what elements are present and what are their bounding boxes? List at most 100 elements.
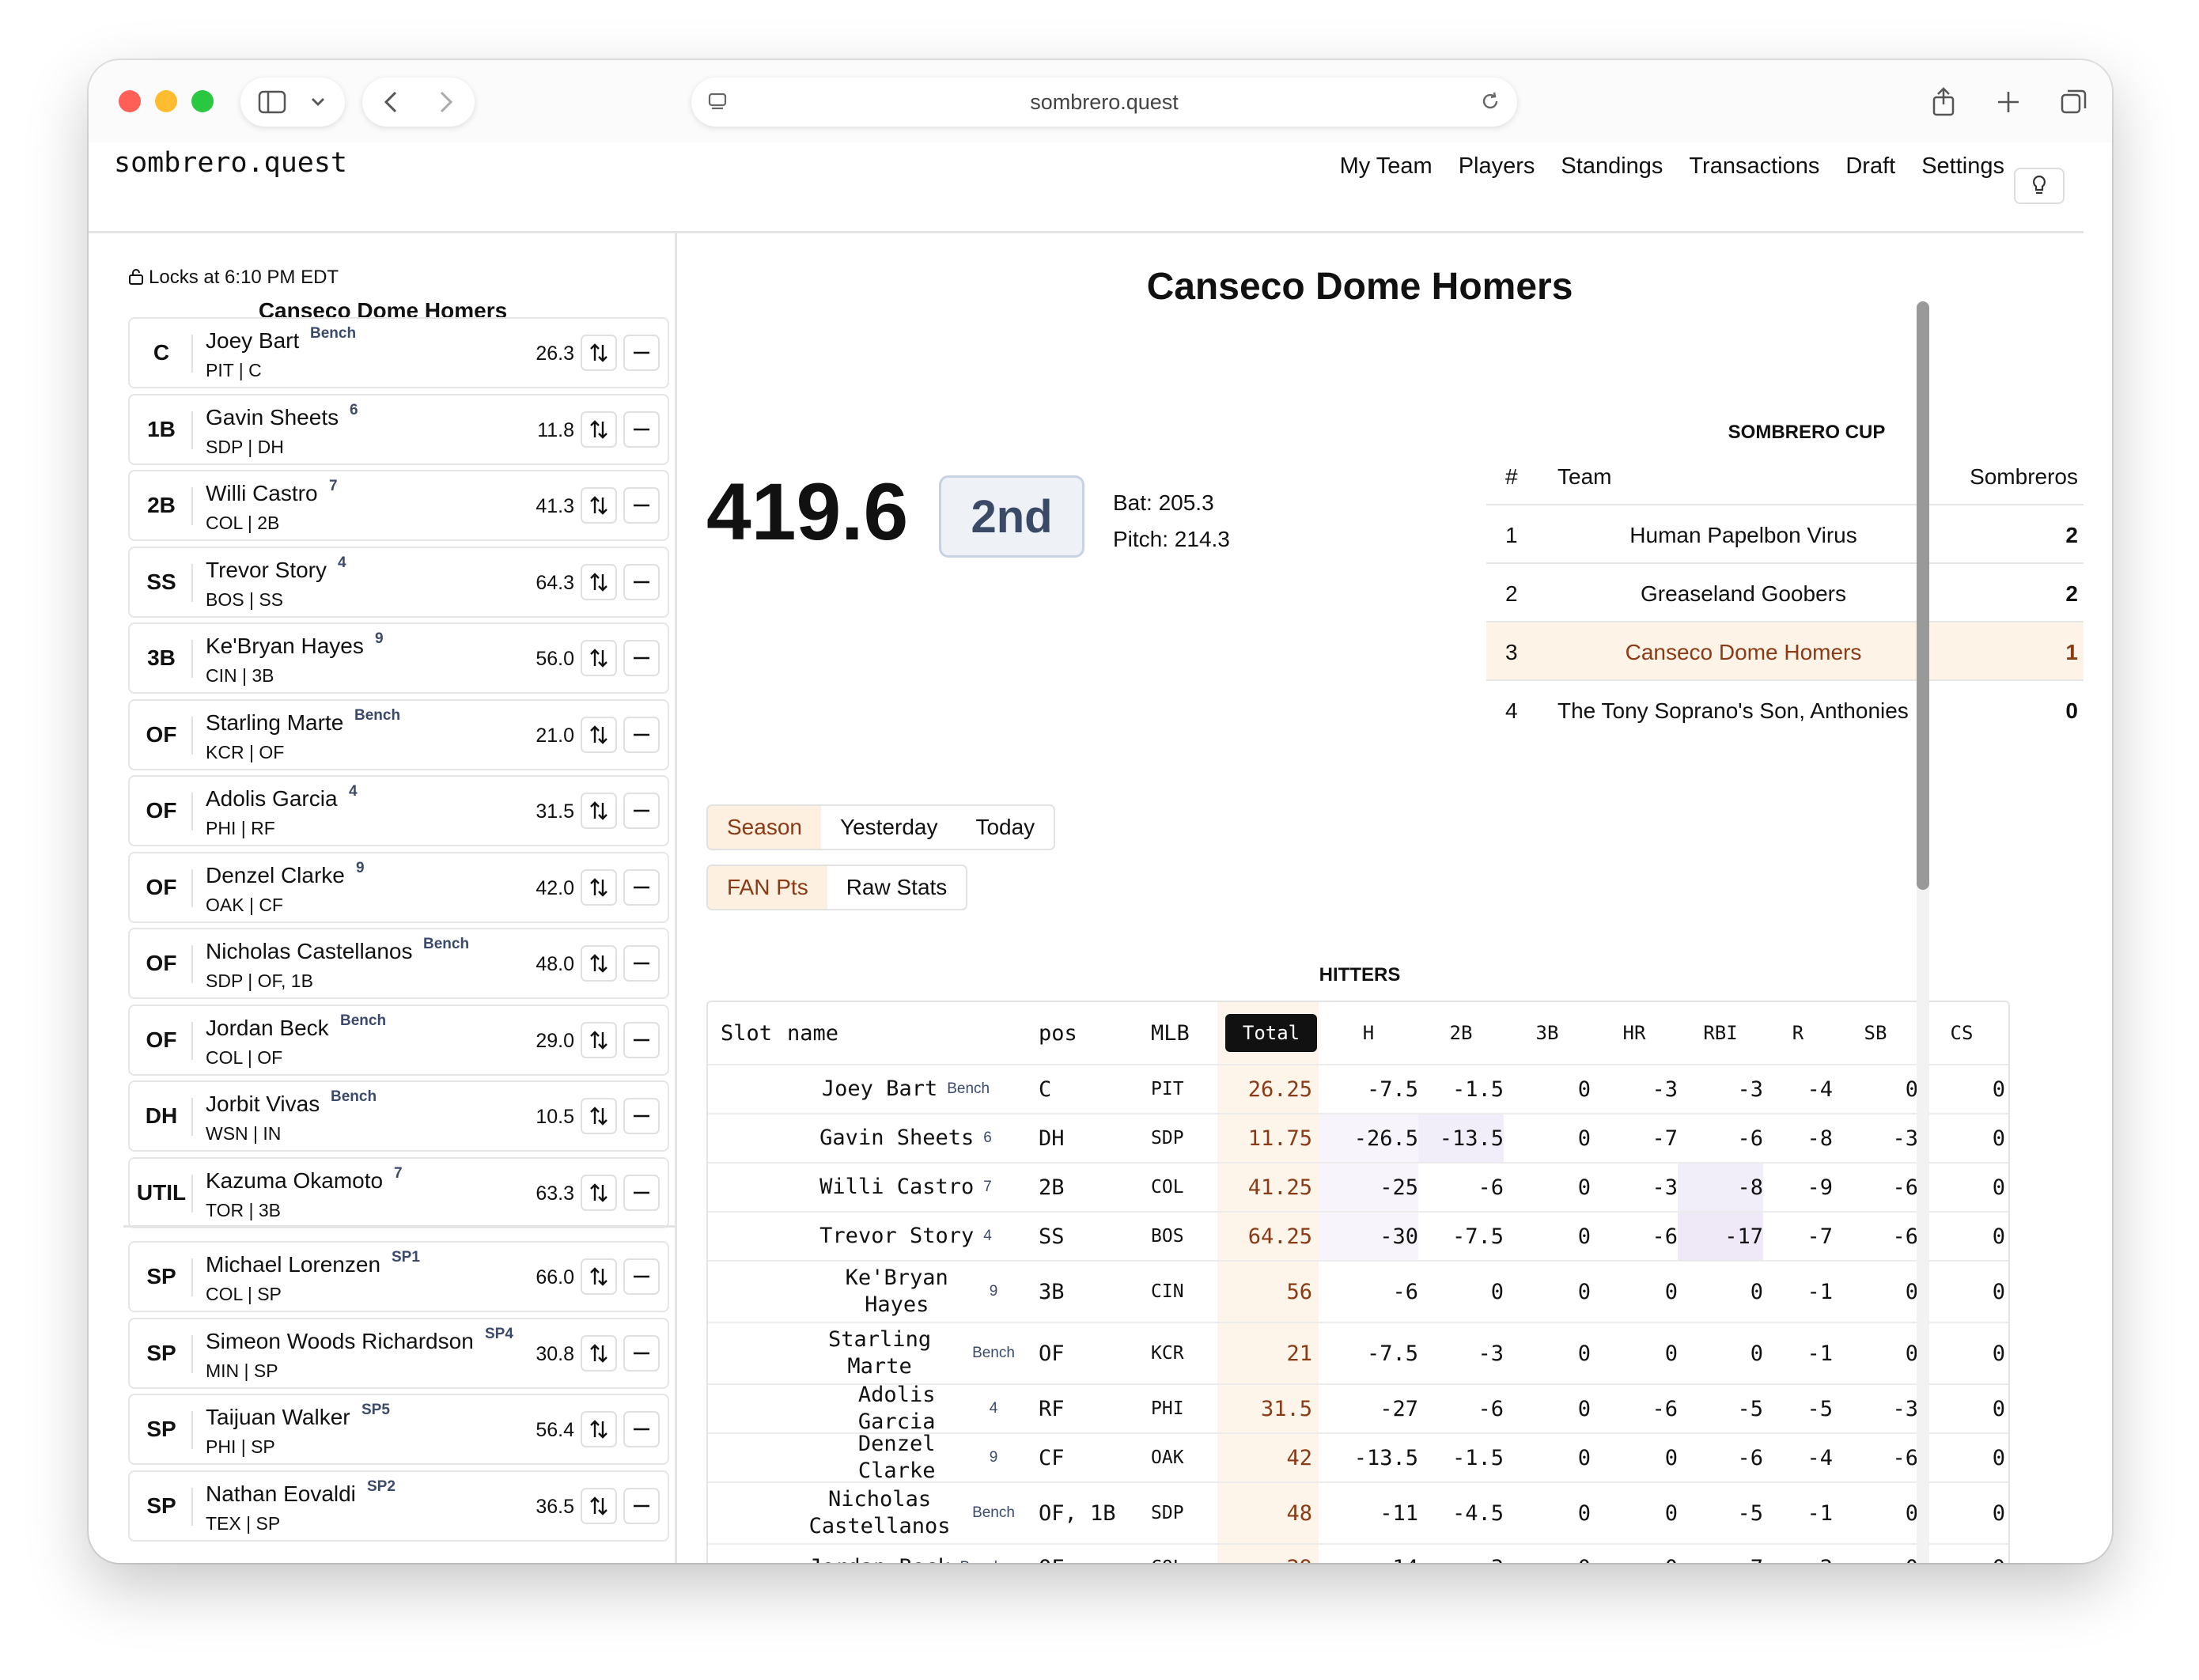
remove-player-button[interactable] [623,1098,660,1134]
cup-row[interactable]: 1 Human Papelbon Virus 2 [1486,505,2084,564]
hitter-row[interactable]: Gavin Sheets 6 DH SDP 11.75 -26.5 -13.5 0 -7 -6 -8… [708,1114,2008,1164]
player-name[interactable]: Ke'Bryan Hayes [206,634,364,658]
hitter-name-cell[interactable]: Nicholas Castellanos Bench [787,1483,1024,1543]
new-tab-icon[interactable] [1996,89,2021,115]
hitter-name[interactable]: Trevor Story [819,1224,975,1248]
player-name[interactable]: Adolis Garcia [206,786,338,811]
roster-card[interactable]: OF Adolis Garcia 4 PHI | RF 31.5 [128,775,669,846]
hitter-name[interactable]: Jordan Beck [809,1554,951,1563]
share-icon[interactable] [1930,87,1957,117]
swap-player-button[interactable] [581,716,617,753]
tab-raw-stats[interactable]: Raw Stats [846,875,948,899]
roster-card[interactable]: OF Jordan Beck Bench COL | OF 29.0 [128,1004,669,1076]
address-bar[interactable]: sombrero.quest [691,78,1517,127]
tab-season[interactable]: Season [708,806,821,849]
player-name[interactable]: Denzel Clarke [206,862,345,887]
column-header-pos[interactable]: pos [1039,1020,1077,1046]
hitter-row[interactable]: Nicholas Castellanos Bench OF, 1B SDP 48 -11 -… [708,1483,2008,1545]
player-name[interactable]: Jordan Beck [206,1015,329,1040]
hitter-row[interactable]: Adolis Garcia 4 RF PHI 31.5 -27 -6 0 -6 -5 -5 -3 0 [708,1383,2008,1434]
chevron-down-icon[interactable] [310,96,326,108]
theme-toggle-button[interactable] [2014,168,2065,204]
remove-player-button[interactable] [623,1021,660,1058]
column-header-mlb[interactable]: MLB [1151,1020,1190,1046]
forward-icon[interactable] [438,90,454,114]
page-settings-icon[interactable] [707,92,728,112]
roster-card[interactable]: OF Denzel Clarke 9 OAK | CF 42.0 [128,851,669,923]
hitter-name-cell[interactable]: Starling Marte Bench [787,1323,1024,1383]
roster-card[interactable]: 2B Willi Castro 7 COL | 2B 41.3 [128,470,669,541]
hitter-name[interactable]: Nicholas Castellanos [808,1487,951,1538]
nav-players[interactable]: Players [1458,153,1535,179]
remove-player-button[interactable] [623,335,660,371]
player-name[interactable]: Michael Lorenzen [206,1252,381,1277]
hitter-name[interactable]: Adolis Garcia [857,1383,936,1434]
column-header-r[interactable]: R [1792,1022,1804,1044]
roster-card[interactable]: 3B Ke'Bryan Hayes 9 CIN | 3B 56.0 [128,622,669,694]
column-header-cs[interactable]: CS [1950,1022,1974,1044]
column-header-2b[interactable]: 2B [1449,1022,1473,1044]
swap-player-button[interactable] [581,1098,617,1134]
cup-team[interactable]: The Tony Soprano's Son, Anthonies [1557,698,1909,723]
roster-card[interactable]: SS Trevor Story 4 BOS | SS 64.3 [128,546,669,618]
content-scroll-thumb[interactable] [1917,301,1929,890]
app-logo[interactable]: sombrero.quest [114,147,348,179]
roster-card[interactable]: SP Michael Lorenzen SP1 COL | SP 66.0 [128,1241,669,1312]
swap-player-button[interactable] [581,1021,617,1058]
swap-player-button[interactable] [581,1258,617,1295]
remove-player-button[interactable] [623,793,660,829]
hitter-row[interactable]: Willi Castro 7 2B COL 41.25 -25 -6 0 -3 -8 -9 -6 0 [708,1164,2008,1213]
hitter-name[interactable]: Joey Bart [821,1076,938,1101]
player-name[interactable]: Kazuma Okamoto [206,1167,384,1193]
swap-player-button[interactable] [581,640,617,676]
column-header-rbi[interactable]: RBI [1703,1022,1738,1044]
player-name[interactable]: Nathan Eovaldi [206,1481,356,1506]
swap-player-button[interactable] [581,793,617,829]
player-name[interactable]: Nicholas Castellanos [206,939,413,963]
nav-draft[interactable]: Draft [1845,153,1896,179]
hitter-row[interactable]: Jordan BeckBenchOFCOL29-14-300-7-200 [708,1545,2008,1563]
hitter-name-cell[interactable]: Joey Bart Bench [787,1065,1024,1113]
roster-card[interactable]: 1B Gavin Sheets 6 SDP | DH 11.8 [128,393,669,465]
zoom-window-button[interactable] [191,90,214,112]
hitter-row[interactable]: Joey Bart Bench C PIT 26.25 -7.5 -1.5 0 -3 -3 -4 0 0 [708,1065,2008,1114]
player-name[interactable]: Jorbit Vivas [206,1092,320,1116]
remove-player-button[interactable] [623,640,660,676]
roster-card[interactable]: SP Nathan Eovaldi SP2 TEX | SP 36.5 [128,1470,669,1542]
cup-team[interactable]: Greaseland Goobers [1641,581,1846,606]
hitter-name[interactable]: Starling Marte [828,1327,932,1379]
remove-player-button[interactable] [623,1174,660,1211]
roster-card[interactable]: C Joey Bart Bench PIT | C 26.3 [128,317,669,388]
player-name[interactable]: Taijuan Walker [206,1405,350,1429]
nav-settings[interactable]: Settings [1921,153,2004,179]
roster-card[interactable]: DH Jorbit Vivas Bench WSN | IN 10.5 [128,1080,669,1152]
hitter-name-cell[interactable]: Ke'Bryan Hayes 9 [787,1262,1024,1322]
player-name[interactable]: Starling Marte [206,709,344,735]
hitter-name[interactable]: Denzel Clarke [857,1432,936,1483]
hitter-name-cell[interactable]: Willi Castro 7 [787,1164,1024,1211]
player-name[interactable]: Joey Bart [206,328,300,353]
back-icon[interactable] [383,90,399,114]
player-name[interactable]: Trevor Story [206,557,327,582]
hitter-name-cell[interactable]: Gavin Sheets 6 [787,1114,1024,1162]
hitter-row[interactable]: Ke'Bryan Hayes 9 3B CIN 56 -6 0 0 0 0 -1 0 0 [708,1262,2008,1323]
column-header-h[interactable]: H [1362,1022,1375,1044]
column-header-sb[interactable]: SB [1864,1022,1887,1044]
cup-row[interactable]: 4 The Tony Soprano's Son, Anthonies 0 [1486,681,2084,740]
hitter-name[interactable]: Gavin Sheets [819,1126,975,1150]
hitter-row[interactable]: Starling Marte Bench OF KCR 21 -7.5 -3 0 0 0 -1 0 0 [708,1323,2008,1385]
remove-player-button[interactable] [623,563,660,600]
swap-player-button[interactable] [581,335,617,371]
tab-today[interactable]: Today [975,815,1035,839]
remove-player-button[interactable] [623,1334,660,1372]
tab-fan-pts[interactable]: FAN Pts [708,866,827,909]
minimize-window-button[interactable] [155,90,177,112]
swap-player-button[interactable] [581,1174,617,1211]
column-header-hr[interactable]: HR [1622,1022,1646,1044]
sidebar-toggle[interactable] [240,78,345,127]
swap-player-button[interactable] [581,1487,617,1524]
remove-player-button[interactable] [623,1411,660,1447]
close-window-button[interactable] [119,90,141,112]
content-scrollbar[interactable] [1917,301,1929,1563]
column-header-total[interactable]: Total [1224,1002,1319,1064]
